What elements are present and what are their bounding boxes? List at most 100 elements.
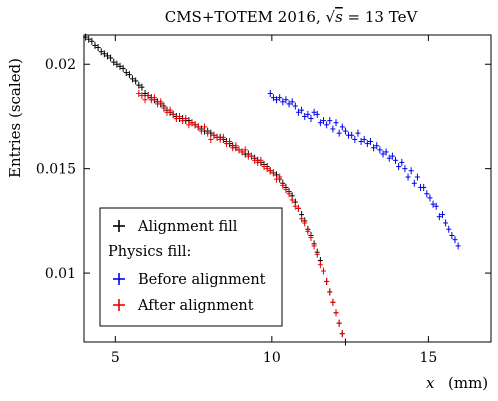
data-point (292, 202, 298, 210)
data-point (270, 169, 276, 177)
data-point (311, 108, 317, 116)
data-point (336, 129, 342, 137)
data-point (142, 96, 148, 104)
chart-title: CMS+TOTEM 2016, √s = 13 TeV (165, 8, 419, 26)
y-tick-label: 0.02 (45, 57, 76, 73)
data-point (443, 219, 449, 227)
data-point (436, 213, 442, 221)
data-point (139, 83, 145, 91)
data-point (308, 115, 314, 123)
x-tick-label: 5 (111, 350, 120, 366)
data-point (217, 135, 223, 143)
data-point (192, 121, 198, 129)
data-point (333, 119, 339, 127)
data-point (374, 142, 380, 150)
data-point (405, 173, 411, 181)
data-point (330, 125, 336, 133)
data-point (283, 96, 289, 104)
chart-title-suffix: = 13 TeV (343, 8, 419, 26)
legend-marker-alignment-fill (113, 220, 125, 232)
data-point (211, 131, 217, 139)
data-point (208, 135, 214, 143)
data-point (302, 112, 308, 120)
data-point (427, 194, 433, 202)
data-point (302, 219, 308, 227)
data-point (111, 58, 117, 66)
data-point (380, 150, 386, 158)
data-point (336, 319, 342, 327)
data-point (136, 89, 142, 97)
data-point (176, 112, 182, 120)
data-point (98, 48, 104, 56)
data-point (101, 50, 107, 58)
series-2 (136, 89, 345, 338)
data-point (324, 121, 330, 129)
data-point (117, 62, 123, 70)
data-point (321, 117, 327, 125)
data-point (264, 165, 270, 173)
data-point (145, 92, 151, 100)
data-point (289, 196, 295, 204)
data-point (367, 138, 373, 146)
data-point (327, 288, 333, 296)
data-point (258, 156, 264, 164)
data-point (133, 77, 139, 85)
legend: Alignment fill Physics fill: Before alig… (99, 207, 283, 327)
data-point (130, 75, 136, 83)
data-point (305, 227, 311, 235)
data-point (349, 131, 355, 139)
data-point (274, 175, 280, 183)
data-point (292, 102, 298, 110)
data-point (430, 200, 436, 208)
data-point (433, 202, 439, 210)
data-point (123, 69, 129, 77)
data-point (308, 234, 314, 242)
data-point (393, 156, 399, 164)
data-point (230, 144, 236, 152)
data-point (295, 108, 301, 116)
data-point (267, 167, 273, 175)
data-point (164, 108, 170, 116)
data-point (355, 129, 361, 137)
data-point (167, 106, 173, 114)
chart-title-sqrt: √ (326, 8, 336, 26)
data-point (352, 135, 358, 143)
data-point (151, 94, 157, 102)
data-point (89, 37, 95, 45)
data-point (126, 71, 132, 79)
data-point (104, 52, 110, 60)
y-tick-label: 0.015 (36, 162, 76, 178)
x-axis-label-unit: (mm) (448, 374, 488, 392)
legend-label-before-alignment: Before alignment (138, 272, 266, 288)
plot-series (83, 33, 461, 346)
data-point (408, 167, 414, 175)
data-point (274, 96, 280, 104)
data-point (205, 129, 211, 137)
data-point (317, 261, 323, 269)
data-point (364, 140, 370, 148)
data-point (108, 54, 114, 62)
data-point (299, 215, 305, 223)
data-point (92, 41, 98, 49)
data-point (255, 158, 261, 166)
data-point (286, 190, 292, 198)
data-point (236, 146, 242, 154)
data-point (399, 158, 405, 166)
data-point (173, 115, 179, 123)
data-point (299, 106, 305, 114)
series-1 (267, 89, 461, 250)
data-point (183, 115, 189, 123)
data-point (280, 98, 286, 106)
data-point (339, 123, 345, 131)
data-point (180, 117, 186, 125)
data-point (220, 133, 226, 141)
data-point (396, 163, 402, 171)
data-point (314, 110, 320, 118)
data-point (452, 236, 458, 244)
data-point (358, 138, 364, 146)
data-point (402, 165, 408, 173)
data-point (239, 148, 245, 156)
legend-label-alignment-fill: Alignment fill (137, 219, 238, 235)
legend-header-physics-fill: Physics fill: (108, 244, 191, 260)
